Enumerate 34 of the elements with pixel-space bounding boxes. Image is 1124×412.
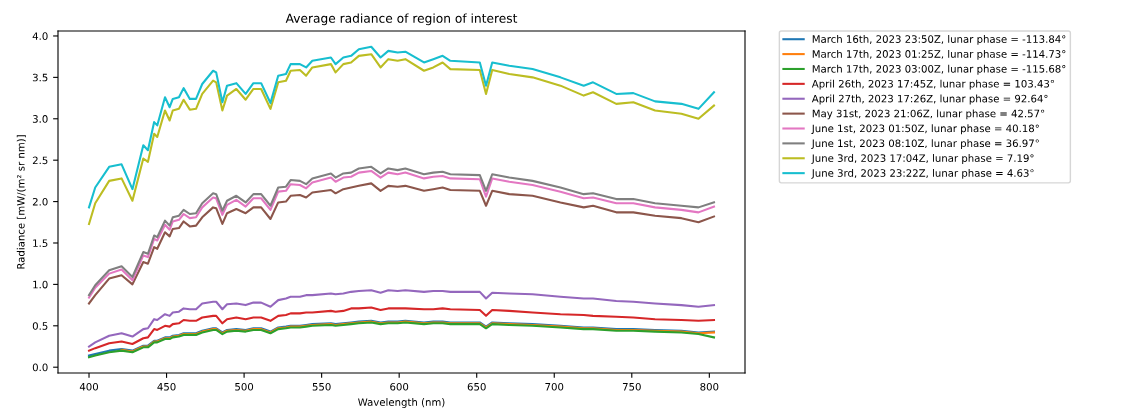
chart-title: Average radiance of region of interest [285, 13, 518, 26]
legend-label: June 3rd, 2023 17:04Z, lunar phase = 7.19° [811, 154, 1034, 164]
legend-label: April 27th, 2023 17:26Z, lunar phase = 92.64° [811, 94, 1048, 105]
y-tick-label: 1.5 [33, 239, 48, 247]
legend-label: April 26th, 2023 17:45Z, lunar phase = 103.43° [811, 79, 1054, 90]
line-series [87, 289, 716, 348]
x-tick-label: 750 [622, 382, 641, 391]
y-tick-label: 0.0 [32, 363, 48, 372]
legend-label: March 17th, 2023 01:25Z, lunar phase = -114.73° [812, 49, 1066, 60]
legend-label: June 1st, 2023 08:10Z, lunar phase = 36.97° [811, 139, 1039, 150]
x-tick-label: 650 [467, 382, 486, 391]
legend-label: March 17th, 2023 03:00Z, lunar phase = -115.68° [812, 64, 1066, 75]
x-tick-label: 450 [157, 382, 176, 391]
line-series [87, 306, 716, 352]
y-tick-label: 2.5 [32, 156, 48, 165]
y-tick-label: 3.5 [32, 73, 48, 82]
y-tick-label: 0.5 [32, 322, 48, 330]
legend-label: June 1st, 2023 01:50Z, lunar phase = 40.18° [811, 124, 1039, 135]
x-tick-label: 500 [235, 382, 254, 391]
y-tick-label: 1.0 [33, 280, 48, 289]
line-series [120, 320, 716, 353]
x-axis-title: Wavelength (nm) [358, 398, 445, 408]
y-tick-label: 4.0 [32, 32, 48, 40]
x-tick-label: 800 [700, 382, 719, 391]
x-tick-label: 400 [79, 382, 99, 391]
legend-label: May 31st, 2023 21:06Z, lunar phase = 42.57° [812, 109, 1045, 120]
x-tick-label: 600 [390, 382, 409, 391]
y-tick-label: 2.0 [32, 197, 48, 206]
y-axis-title: Radiance [mW/(m² sr nm)] [16, 135, 26, 269]
legend-label: June 3rd, 2023 23:22Z, lunar phase = 4.63° [811, 168, 1034, 179]
y-tick-label: 3.0 [32, 115, 48, 123]
x-tick-label: 550 [312, 382, 331, 391]
x-tick-label: 700 [545, 382, 564, 391]
legend-label: March 16th, 2023 23:50Z, lunar phase = -113.84° [812, 35, 1066, 45]
